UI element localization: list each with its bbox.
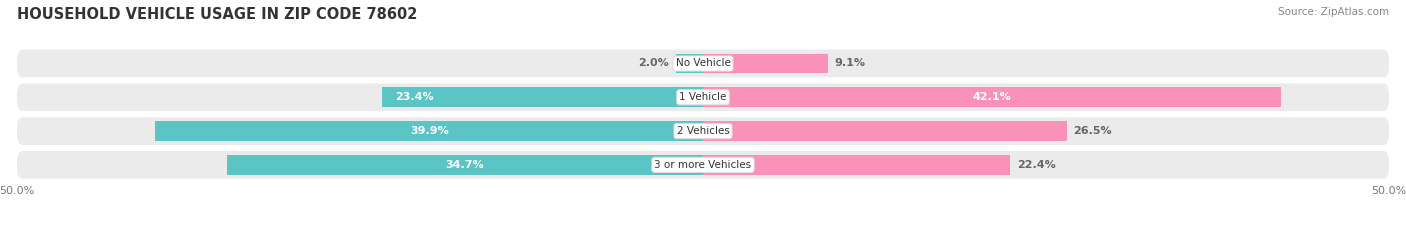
Bar [703,155,1011,175]
Text: 23.4%: 23.4% [395,92,434,102]
Bar [703,54,828,73]
Text: 1 Vehicle: 1 Vehicle [679,92,727,102]
Bar [156,121,703,141]
Text: 39.9%: 39.9% [411,126,449,136]
Text: 2.0%: 2.0% [638,58,669,69]
FancyBboxPatch shape [17,50,1389,77]
FancyBboxPatch shape [17,151,1389,179]
Bar [382,87,703,107]
FancyBboxPatch shape [17,83,1389,111]
Text: No Vehicle: No Vehicle [675,58,731,69]
Text: 34.7%: 34.7% [446,160,484,170]
Bar [675,54,703,73]
Text: 26.5%: 26.5% [1074,126,1112,136]
Text: 3 or more Vehicles: 3 or more Vehicles [654,160,752,170]
Text: 9.1%: 9.1% [835,58,866,69]
Bar [703,121,1067,141]
Text: 42.1%: 42.1% [973,92,1011,102]
Text: Source: ZipAtlas.com: Source: ZipAtlas.com [1278,7,1389,17]
Text: HOUSEHOLD VEHICLE USAGE IN ZIP CODE 78602: HOUSEHOLD VEHICLE USAGE IN ZIP CODE 7860… [17,7,418,22]
Bar [226,155,703,175]
Text: 22.4%: 22.4% [1018,160,1056,170]
Text: 2 Vehicles: 2 Vehicles [676,126,730,136]
FancyBboxPatch shape [17,117,1389,145]
Bar [703,87,1281,107]
